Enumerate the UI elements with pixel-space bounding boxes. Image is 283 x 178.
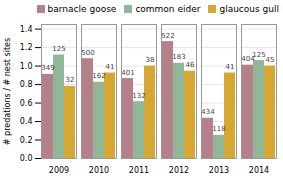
- svg-text:125: 125: [52, 45, 65, 53]
- svg-text:2009: 2009: [49, 166, 69, 175]
- svg-text:41: 41: [226, 63, 235, 71]
- html-text:barnacle goose: barnacle goose: [47, 4, 117, 14]
- svg-text:46: 46: [186, 61, 195, 69]
- svg-text:0.2: 0.2: [20, 136, 33, 145]
- svg-text:2011: 2011: [129, 166, 149, 175]
- svg-text:183: 183: [172, 53, 185, 61]
- svg-text:0.6: 0.6: [20, 99, 33, 108]
- svg-text:2012: 2012: [169, 166, 189, 175]
- svg-text:522: 522: [161, 32, 174, 40]
- svg-text:1.4: 1.4: [20, 25, 33, 34]
- svg-text:2013: 2013: [209, 166, 229, 175]
- svg-text:32: 32: [66, 76, 75, 84]
- svg-text:125: 125: [252, 51, 265, 59]
- svg-text:349: 349: [41, 64, 54, 72]
- svg-text:# predations / # nest sites: # predations / # nest sites: [3, 38, 12, 145]
- svg-text:45: 45: [266, 56, 275, 64]
- svg-text:500: 500: [81, 49, 94, 57]
- svg-text:1.2: 1.2: [20, 43, 33, 52]
- svg-text:2010: 2010: [89, 166, 109, 175]
- svg-text:0.0: 0.0: [20, 154, 33, 163]
- html-text:common eider: common eider: [135, 4, 201, 14]
- svg-text:0.8: 0.8: [20, 80, 33, 89]
- svg-text:132: 132: [132, 92, 145, 100]
- svg-text:38: 38: [146, 56, 155, 64]
- svg-text:41: 41: [106, 63, 115, 71]
- svg-text:1.0: 1.0: [20, 62, 33, 71]
- svg-text:2014: 2014: [249, 166, 269, 175]
- html-text:glaucous gull: glaucous gull: [219, 4, 279, 14]
- svg-text:162: 162: [92, 72, 105, 80]
- svg-text:434: 434: [201, 108, 215, 116]
- svg-text:0.4: 0.4: [20, 117, 33, 126]
- svg-text:404: 404: [241, 55, 255, 64]
- svg-text:401: 401: [121, 69, 134, 77]
- svg-text:118: 118: [212, 125, 225, 133]
